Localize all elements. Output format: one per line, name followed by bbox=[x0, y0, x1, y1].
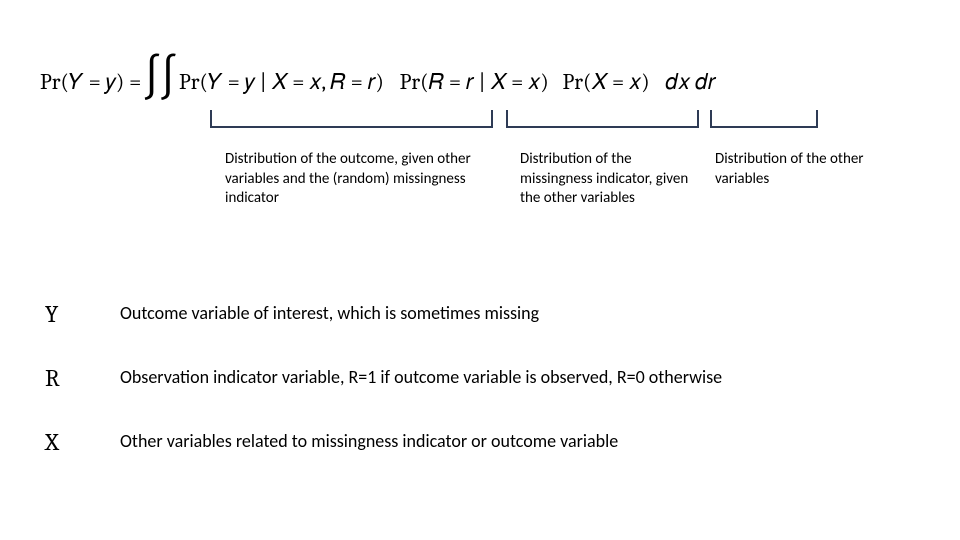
annotation-1: Distribution of the outcome, given other… bbox=[225, 150, 485, 209]
definition-symbol-y: Y bbox=[45, 300, 120, 328]
equation-differentials: 𝑑𝑥 𝑑𝑟 bbox=[665, 69, 715, 95]
bracket-1 bbox=[210, 110, 493, 128]
annotation-2: Distribution of the missingness indicato… bbox=[520, 150, 695, 209]
definition-symbol-r: R bbox=[45, 364, 120, 392]
equation-term1: Pr(𝑌 = 𝑦 | 𝑋 = 𝑥, 𝑅 = 𝑟) bbox=[179, 69, 384, 95]
bracket-3 bbox=[710, 110, 818, 128]
definition-row-x: X Other variables related to missingness… bbox=[45, 428, 920, 456]
definition-text-y: Outcome variable of interest, which is s… bbox=[120, 300, 920, 324]
integral-inner: ∫ bbox=[159, 51, 179, 104]
equation-term2: Pr(𝑅 = 𝑟 | 𝑋 = 𝑥) bbox=[400, 69, 549, 95]
definition-row-r: R Observation indicator variable, R=1 if… bbox=[45, 364, 920, 392]
equation-term3: Pr(𝑋 = 𝑥) bbox=[563, 69, 650, 95]
bracket-2 bbox=[506, 110, 699, 128]
annotation-3: Distribution of the other variables bbox=[715, 150, 875, 189]
equation-lhs: Pr(𝑌 = 𝑦) = bbox=[40, 69, 141, 95]
definition-row-y: Y Outcome variable of interest, which is… bbox=[45, 300, 920, 328]
definition-symbol-x: X bbox=[45, 428, 120, 456]
definitions-list: Y Outcome variable of interest, which is… bbox=[45, 300, 920, 492]
definition-text-x: Other variables related to missingness i… bbox=[120, 428, 920, 452]
equation: Pr(𝑌 = 𝑦) = ∫ ∫ Pr(𝑌 = 𝑦 | 𝑋 = 𝑥, 𝑅 = 𝑟)… bbox=[40, 55, 920, 108]
definition-text-r: Observation indicator variable, R=1 if o… bbox=[120, 364, 920, 388]
